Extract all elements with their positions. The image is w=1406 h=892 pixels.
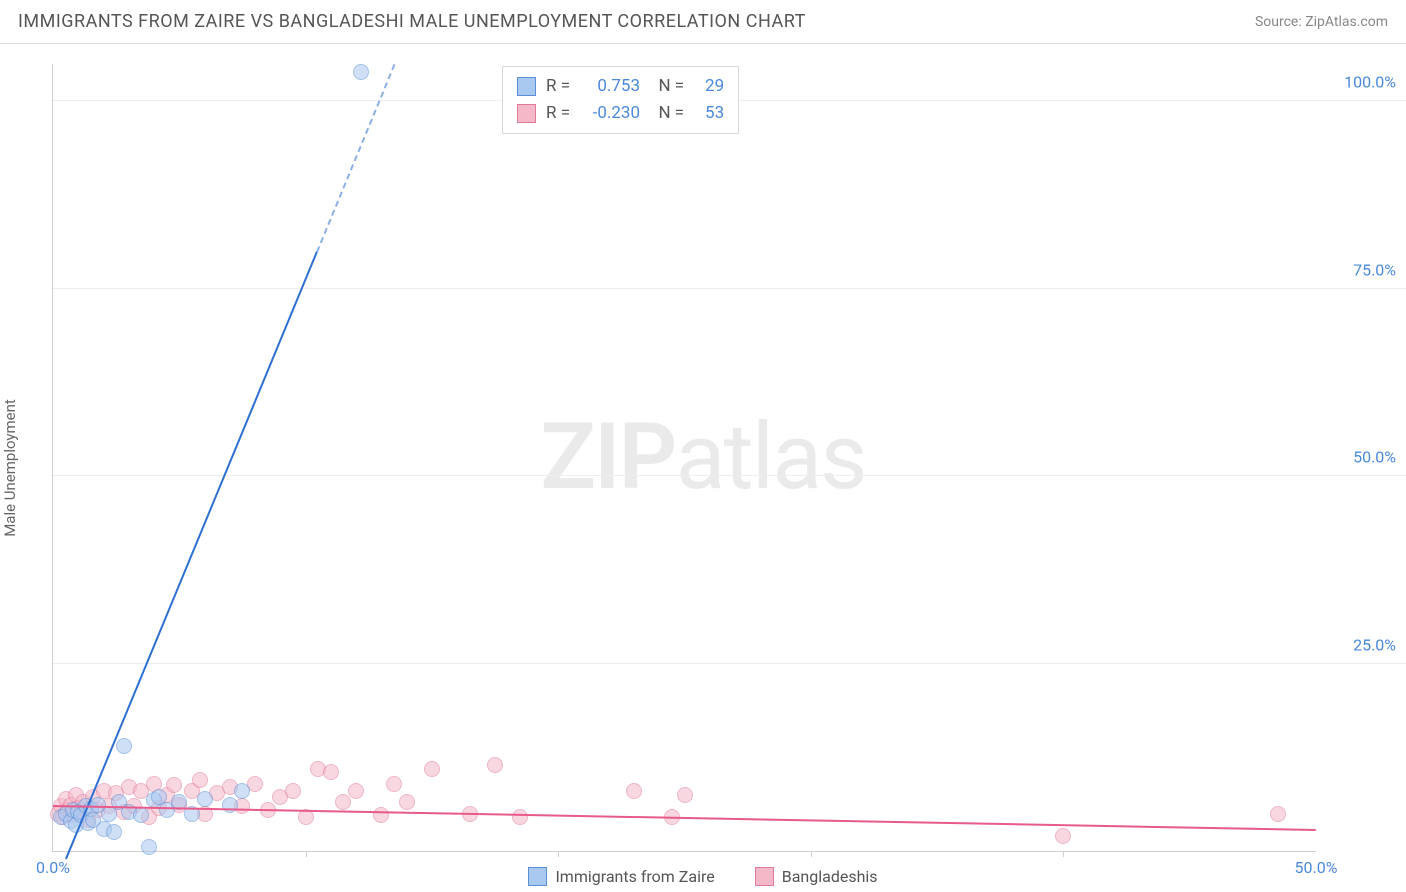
data-point xyxy=(234,783,250,799)
plot-area: 25.0%50.0%75.0%100.0%0.0%50.0% xyxy=(52,64,1316,852)
data-point xyxy=(106,824,122,840)
x-tick-minor xyxy=(306,851,307,857)
legend-label: Bangladeshis xyxy=(782,867,878,886)
data-point xyxy=(424,761,440,777)
stat-r-label: R = xyxy=(546,100,570,127)
data-point xyxy=(192,772,208,788)
data-point xyxy=(677,787,693,803)
trend-line xyxy=(65,252,318,860)
gridline xyxy=(53,475,1406,476)
data-point xyxy=(335,794,351,810)
trend-line xyxy=(53,805,1316,831)
data-point xyxy=(348,783,364,799)
chart-title: IMMIGRANTS FROM ZAIRE VS BANGLADESHI MAL… xyxy=(18,11,806,32)
data-point xyxy=(626,783,642,799)
legend-swatch xyxy=(755,867,774,886)
stat-n-value: 29 xyxy=(694,73,724,100)
stat-r-label: R = xyxy=(546,73,570,100)
data-point xyxy=(512,809,528,825)
y-tick-label: 100.0% xyxy=(1326,73,1396,92)
header: IMMIGRANTS FROM ZAIRE VS BANGLADESHI MAL… xyxy=(0,0,1406,44)
trend-line-dashed xyxy=(316,65,395,253)
stat-n-value: 53 xyxy=(694,100,724,127)
data-point xyxy=(141,839,157,855)
data-point xyxy=(323,764,339,780)
legend-label: Immigrants from Zaire xyxy=(555,867,714,886)
gridline xyxy=(53,288,1406,289)
stat-n-label: N = xyxy=(650,73,684,100)
y-axis-label: Male Unemployment xyxy=(1,399,19,537)
chart-area: Male Unemployment ZIPatlas 25.0%50.0%75.… xyxy=(0,44,1406,892)
gridline xyxy=(53,663,1406,664)
data-point xyxy=(166,777,182,793)
legend-item: Bangladeshis xyxy=(755,867,878,886)
data-point xyxy=(1055,828,1071,844)
y-tick-label: 75.0% xyxy=(1326,260,1396,279)
stat-r-value: 0.753 xyxy=(580,73,640,100)
stats-row: R = 0.753 N = 29 xyxy=(517,73,724,100)
data-point xyxy=(373,807,389,823)
legend: Immigrants from Zaire Bangladeshis xyxy=(0,867,1406,886)
data-point xyxy=(487,757,503,773)
data-point xyxy=(1270,806,1286,822)
data-point xyxy=(116,738,132,754)
data-point xyxy=(133,807,149,823)
x-tick-minor xyxy=(1063,851,1064,857)
data-point xyxy=(197,791,213,807)
data-point xyxy=(399,794,415,810)
legend-item: Immigrants from Zaire xyxy=(528,867,714,886)
stats-row: R = -0.230 N = 53 xyxy=(517,100,724,127)
stats-box: R = 0.753 N = 29R = -0.230 N = 53 xyxy=(502,66,739,134)
stat-r-value: -0.230 xyxy=(580,100,640,127)
x-tick-minor xyxy=(558,851,559,857)
stat-n-label: N = xyxy=(650,100,684,127)
series-swatch xyxy=(517,104,536,123)
data-point xyxy=(285,783,301,799)
x-tick-minor xyxy=(811,851,812,857)
series-swatch xyxy=(517,77,536,96)
y-tick-label: 50.0% xyxy=(1326,448,1396,467)
data-point xyxy=(386,776,402,792)
legend-swatch xyxy=(528,867,547,886)
data-point xyxy=(353,64,369,80)
source-label: Source: ZipAtlas.com xyxy=(1255,14,1388,30)
y-tick-label: 25.0% xyxy=(1326,635,1396,654)
